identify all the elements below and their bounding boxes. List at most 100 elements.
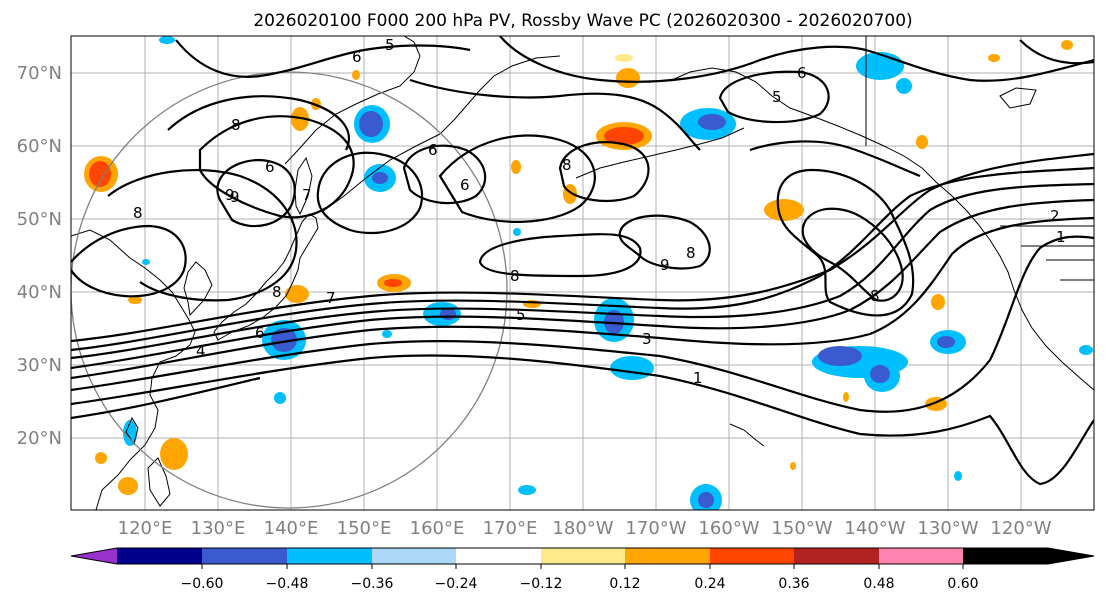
negative-anomaly-core: [870, 365, 890, 383]
lat-label: 20°N: [17, 428, 62, 449]
lat-label: 70°N: [17, 63, 62, 84]
negative-anomaly-core: [372, 172, 388, 184]
pv-contour: [71, 216, 1094, 380]
contour-label: 4: [196, 342, 206, 360]
map-frame: [70, 35, 1095, 511]
lon-label: 170°W: [625, 518, 686, 539]
colorbar-tick-label: −0.48: [266, 576, 309, 592]
positive-anomaly: [988, 54, 1000, 62]
pv-contour: [402, 144, 487, 205]
pv-contour: [167, 95, 350, 151]
contour-label: 8: [510, 267, 520, 285]
pv-anomaly-fills: [84, 36, 1093, 510]
coastline-kuril-chain: [321, 133, 441, 213]
positive-anomaly: [285, 285, 309, 303]
colorbar-segment: [625, 548, 710, 564]
colorbar-tick-label: −0.24: [435, 576, 478, 592]
lat-label: 50°N: [17, 209, 62, 230]
contour-label: 6: [428, 141, 438, 159]
lon-label: 120°W: [990, 518, 1051, 539]
pv-contour: [71, 376, 261, 420]
lat-label: 30°N: [17, 355, 62, 376]
coastline-asia-mainland: [71, 229, 196, 510]
colorbar: −0.60 −0.48 −0.36 −0.24 −0.12 0.12 0.24 …: [70, 547, 1095, 592]
coastline-north-america: [671, 67, 1094, 391]
positive-anomaly: [764, 199, 804, 221]
pv-contour: [198, 115, 355, 219]
pv-contour: [107, 168, 298, 302]
colorbar-tick-label: −0.12: [520, 576, 563, 592]
coastline-hawaii: [729, 423, 765, 447]
contour-label: 9: [225, 186, 235, 204]
coastline-philippines: [147, 457, 171, 507]
negative-anomaly: [896, 78, 912, 94]
borders-us-states: [1000, 225, 1094, 281]
positive-anomaly: [95, 452, 107, 464]
colorbar-outline: [70, 547, 1095, 565]
latitude-labels: 70°N 60°N 50°N 40°N 30°N 20°N: [17, 63, 62, 449]
colorbar-extend-low: [71, 548, 117, 564]
coastline-japan: [213, 213, 319, 341]
pv-contour: [71, 235, 1094, 413]
colorbar-tick-label: 0.36: [778, 576, 809, 592]
negative-anomaly: [159, 36, 175, 44]
rossby-wave-region-circle: [71, 71, 508, 509]
negative-anomaly-core: [698, 114, 726, 130]
lon-label: 140°E: [264, 518, 319, 539]
pv-contour: [409, 78, 701, 151]
contour-label: 2: [1050, 207, 1060, 225]
negative-anomaly: [274, 392, 286, 404]
lon-label: 170°E: [483, 518, 538, 539]
pv-contour: [175, 39, 471, 78]
positive-anomaly: [616, 68, 640, 88]
negative-anomaly-core: [359, 111, 383, 137]
coastline-siberia: [284, 36, 421, 165]
negative-anomaly: [954, 471, 962, 481]
colorbar-segment: [963, 548, 1048, 564]
contour-label: 6: [255, 324, 265, 342]
contour-label: 8: [133, 204, 143, 222]
positive-anomaly: [160, 438, 188, 470]
map-panel: 5 6 8 9 8 6 7 6 8 6 9 8 8 8 7 5 3 1 4 6: [70, 35, 1095, 511]
positive-anomaly-core: [604, 127, 644, 145]
positive-anomaly: [790, 462, 796, 470]
graticule: [71, 36, 1094, 510]
pv-contour: [71, 354, 1094, 486]
negative-anomaly: [142, 259, 150, 265]
lon-label: 180°W: [552, 518, 613, 539]
coastline-arctic-island: [999, 87, 1037, 109]
positive-anomaly: [843, 392, 849, 402]
colorbar-segment: [456, 548, 541, 564]
pv-contour: [71, 198, 1094, 370]
colorbar-tick-label: −0.36: [351, 576, 394, 592]
lon-label: 120°E: [118, 518, 173, 539]
contour-label: 6: [352, 48, 362, 66]
figure-title: 2026020100 F000 200 hPa PV, Rossby Wave …: [253, 11, 912, 31]
contour-label: 8: [870, 287, 880, 305]
negative-anomaly: [518, 485, 536, 495]
contour-label: 8: [272, 283, 282, 301]
colorbar-segment: [710, 548, 794, 564]
pv-contour: [499, 36, 1094, 83]
colorbar-tick-label: 0.60: [947, 576, 978, 592]
pv-contours: [71, 36, 1094, 486]
pv-contour: [71, 182, 1094, 360]
colorbar-segment: [202, 548, 287, 564]
longitude-labels: 120°E 130°E 140°E 150°E 160°E 170°E 180°…: [118, 518, 1052, 539]
coastlines: [71, 36, 1094, 510]
lon-label: 130°E: [191, 518, 246, 539]
contour-label: 8: [231, 116, 241, 134]
negative-anomaly-core: [271, 328, 297, 352]
coastline-sakhalin: [294, 156, 313, 216]
negative-anomaly: [513, 228, 521, 236]
lon-label: 140°W: [844, 518, 905, 539]
contour-label: 3: [642, 330, 652, 348]
pv-contour: [749, 140, 921, 178]
negative-anomaly: [382, 330, 392, 338]
contour-label: 9: [230, 188, 240, 206]
positive-anomaly-core: [89, 161, 111, 187]
contour-label: 5: [516, 306, 526, 324]
negative-anomaly-core: [698, 492, 714, 508]
positive-anomaly-core: [384, 279, 402, 287]
positive-anomaly: [128, 296, 142, 304]
